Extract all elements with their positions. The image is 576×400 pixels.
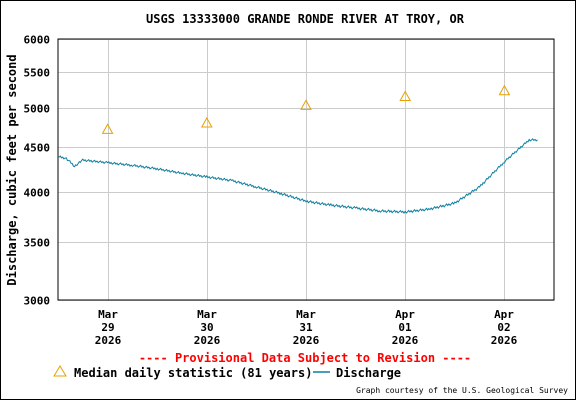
- grid-lines: [58, 39, 554, 301]
- y-tick-label: 5500: [24, 67, 51, 80]
- median-point: [399, 90, 412, 102]
- y-axis-ticks: 3000 3500 4000 4500 5000 5500 6000: [24, 34, 51, 308]
- x-tick-label: Mar: [197, 308, 217, 321]
- plot-area: [57, 38, 555, 301]
- y-tick-label: 6000: [24, 34, 51, 47]
- median-point: [498, 84, 511, 96]
- x-tick-label: 29: [101, 321, 114, 334]
- chart-title: USGS 13333000 GRANDE RONDE RIVER AT TROY…: [146, 12, 465, 26]
- median-point: [101, 123, 114, 134]
- x-tick-label: Mar: [296, 308, 316, 321]
- x-tick-label: Apr: [395, 308, 415, 321]
- y-axis-label: Discharge, cubic feet per second: [5, 54, 19, 285]
- legend-discharge-label: Discharge: [336, 366, 401, 380]
- median-point: [300, 99, 312, 110]
- x-tick-label: 2026: [293, 334, 320, 347]
- legend-median-label: Median daily statistic (81 years): [74, 366, 312, 380]
- credit-text: Graph courtesy of the U.S. Geological Su…: [356, 386, 568, 395]
- y-tick-label: 3500: [24, 237, 51, 250]
- discharge-line: [57, 138, 538, 214]
- series-layer: [57, 84, 538, 214]
- x-tick-label: 31: [299, 321, 313, 334]
- x-tick-label: 2026: [194, 334, 221, 347]
- x-tick-label: 02: [497, 321, 510, 334]
- y-tick-label: 4500: [24, 142, 51, 155]
- x-tick-label: Apr: [494, 308, 514, 321]
- x-tick-label: 30: [200, 321, 213, 334]
- x-tick-label: 2026: [392, 334, 419, 347]
- y-tick-label: 5000: [24, 103, 51, 116]
- x-tick-label: Mar: [98, 308, 118, 321]
- provisional-notice: ---- Provisional Data Subject to Revisio…: [139, 351, 471, 365]
- y-tick-label: 3000: [24, 295, 51, 308]
- legend-median-triangle-icon: [53, 365, 67, 377]
- x-tick-label: 2026: [491, 334, 518, 347]
- legend: Median daily statistic (81 years) Discha…: [53, 365, 401, 380]
- x-tick-label: 01: [398, 321, 412, 334]
- median-point: [200, 116, 213, 128]
- x-axis-ticks: Mar292026Mar302026Mar312026Apr012026Apr0…: [95, 308, 518, 347]
- x-tick-label: 2026: [95, 334, 122, 347]
- y-tick-label: 4000: [24, 187, 51, 200]
